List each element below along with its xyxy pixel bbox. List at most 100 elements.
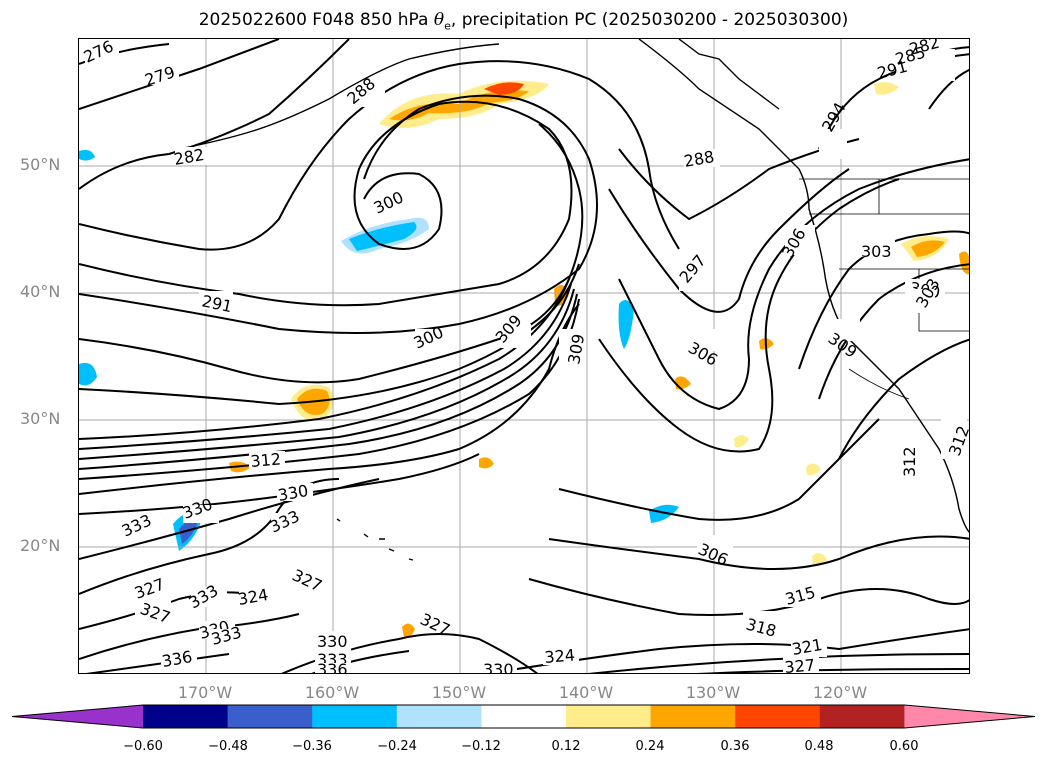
precip-positive-area <box>675 376 691 390</box>
precip-positive-area <box>812 553 827 566</box>
contour-line <box>79 39 280 110</box>
contour-line <box>79 39 350 190</box>
colorbar-tick: 0.60 <box>889 739 919 754</box>
colorbar-segment <box>650 705 736 728</box>
colorbar-segment <box>819 705 905 728</box>
map-panel: 276 279 282 288 300 291 300 309 309 288 … <box>78 38 970 674</box>
colorbar-segment <box>396 705 482 728</box>
contour-label: 327 <box>784 655 816 674</box>
contour-line <box>79 303 580 495</box>
lon-label-140w: 140°W <box>558 683 614 702</box>
contour-label: 333 <box>186 581 222 613</box>
theta-subscript: e <box>444 19 451 33</box>
contour-label: 312 <box>900 446 919 477</box>
contour-label: 330 <box>317 632 348 651</box>
contour-line <box>79 94 598 334</box>
lon-label-160w: 160°W <box>304 683 360 702</box>
colorbar-tick: 0.24 <box>635 739 665 754</box>
colorbar-tick: −0.24 <box>377 739 417 754</box>
contour-line <box>79 60 680 251</box>
contour-line <box>838 338 969 460</box>
contour-label: 312 <box>250 449 282 471</box>
precip-negative-area <box>349 222 417 251</box>
precip-negative-area <box>618 300 634 349</box>
precip-positive-area <box>806 463 821 476</box>
precip-negative-area <box>179 518 199 544</box>
theta-symbol: θ <box>433 10 445 30</box>
lon-label-150w: 150°W <box>431 683 487 702</box>
precip-positive-area <box>389 90 529 121</box>
lat-label-50n: 50°N <box>20 155 61 174</box>
contour-label: 309 <box>564 332 588 365</box>
colorbar-tick: 0.48 <box>804 739 834 754</box>
contour-line <box>588 653 969 673</box>
colorbar-segment <box>227 705 313 728</box>
contour-line <box>86 653 230 673</box>
lat-label-30n: 30°N <box>20 409 61 428</box>
border-line <box>848 368 910 400</box>
lat-label-20n: 20°N <box>20 536 61 555</box>
precip-positive-area <box>479 457 494 469</box>
contour-line <box>548 535 969 570</box>
contour-line <box>79 288 575 460</box>
contour-label: 288 <box>682 147 715 171</box>
precip-negative-area <box>79 362 97 386</box>
contour-label: 303 <box>861 242 892 261</box>
colorbar-segment <box>143 705 229 728</box>
colorbar-tick: −0.12 <box>461 739 501 754</box>
contour-label: 330 <box>483 660 514 674</box>
colorbar-tick: 0.36 <box>720 739 750 754</box>
contour-line <box>528 578 969 616</box>
colorbar-tick: −0.60 <box>123 739 163 754</box>
precip-positive-area <box>874 82 899 95</box>
precip-negative-area <box>649 504 679 523</box>
border-line <box>809 179 969 215</box>
contour-line <box>79 293 578 470</box>
contour-label: 324 <box>544 645 576 667</box>
contour-line <box>608 168 850 313</box>
map-canvas: 276 279 282 288 300 291 300 309 309 288 … <box>79 39 969 674</box>
contour-label: 282 <box>172 145 205 169</box>
contour-line <box>79 613 300 660</box>
contour-line <box>618 138 860 221</box>
colorbar-extend-high <box>904 705 1035 728</box>
contour-line <box>79 283 572 450</box>
colorbar-tick: 0.12 <box>551 739 581 754</box>
precip-positive-area <box>484 82 524 95</box>
precip-positive-area <box>959 251 969 275</box>
contour-label: 336 <box>317 660 348 674</box>
colorbar-tick: −0.36 <box>292 739 332 754</box>
colorbar-outline <box>11 704 1036 729</box>
contour-line <box>79 123 584 384</box>
figure-title: 2025022600 F048 850 hPa θe, precipitatio… <box>198 10 849 33</box>
contour-label: 330 <box>276 481 309 505</box>
coastlines <box>178 39 969 561</box>
contour-label: 279 <box>142 62 177 90</box>
colorbar-tick: −0.48 <box>208 739 248 754</box>
colorbar-segment <box>481 705 567 728</box>
contour-line <box>79 298 580 480</box>
lon-label-120w: 120°W <box>812 683 868 702</box>
precip-positive-area <box>402 623 415 638</box>
contour-line <box>79 278 570 440</box>
lat-label-40n: 40°N <box>20 282 61 301</box>
contour-line <box>79 591 250 630</box>
contour-label: 300 <box>371 187 407 217</box>
coastline <box>638 39 969 533</box>
contour-line <box>558 418 880 521</box>
contour-line <box>598 178 900 453</box>
contour-line <box>79 100 573 307</box>
coastline <box>178 43 500 150</box>
colorbar-segment <box>735 705 821 728</box>
colorbar-segments <box>11 704 1036 729</box>
contour-line <box>697 668 969 673</box>
coastline <box>336 518 414 561</box>
lon-label-130w: 130°W <box>685 683 741 702</box>
lon-label-170w: 170°W <box>177 683 233 702</box>
precip-positive-area <box>911 240 945 257</box>
precip-negative-area <box>79 149 95 161</box>
political-borders <box>799 178 969 400</box>
coastline <box>678 39 780 110</box>
contour-line <box>928 68 969 110</box>
colorbar-extend-low <box>12 705 143 728</box>
